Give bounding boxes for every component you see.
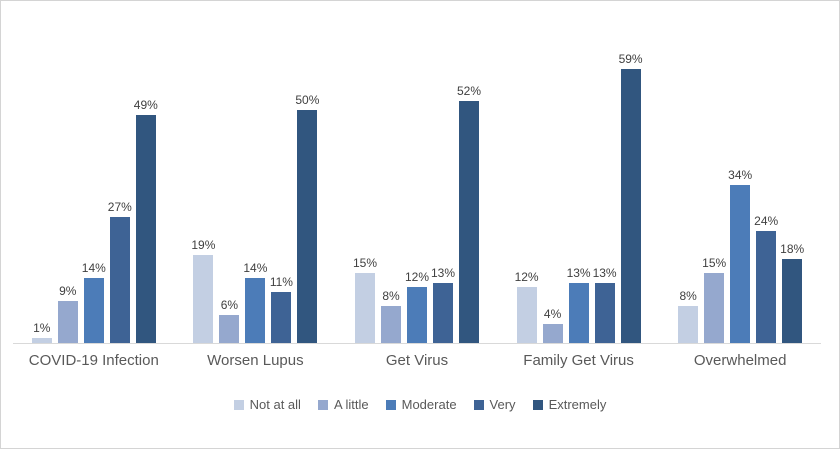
legend: Not at all A little Moderate Very Extremely bbox=[1, 397, 839, 412]
data-label: 52% bbox=[456, 84, 481, 98]
legend-swatch-icon bbox=[532, 399, 543, 410]
bar-very: 27% bbox=[108, 200, 132, 343]
data-label: 6% bbox=[220, 298, 239, 312]
bar-group: 8% 15% 34% 24% 18% bbox=[659, 1, 821, 343]
data-label: 18% bbox=[780, 242, 805, 256]
legend-label: Moderate bbox=[401, 397, 457, 412]
bar-group: 12% 4% 13% 13% 59% bbox=[498, 1, 660, 343]
bar-moderate: 13% bbox=[567, 266, 591, 343]
bar-extremely: 50% bbox=[295, 93, 319, 343]
bar-group: 1% 9% 14% 27% 49% bbox=[13, 1, 175, 343]
bar-moderate: 14% bbox=[82, 261, 106, 343]
data-label: 13% bbox=[566, 266, 591, 280]
data-label: 8% bbox=[679, 289, 697, 303]
bar-moderate: 34% bbox=[728, 168, 752, 343]
bar-not-at-all: 19% bbox=[191, 238, 215, 343]
legend-entry-a-little: A little bbox=[317, 397, 369, 412]
bar-a-little: 9% bbox=[57, 284, 78, 343]
bar-very: 11% bbox=[270, 275, 293, 343]
bar-not-at-all: 8% bbox=[678, 289, 699, 343]
legend-entry-extremely: Extremely bbox=[532, 397, 607, 412]
data-label: 14% bbox=[243, 261, 268, 275]
bar-not-at-all: 12% bbox=[515, 270, 539, 343]
bar-not-at-all: 15% bbox=[353, 256, 377, 343]
legend-entry-moderate: Moderate bbox=[385, 397, 457, 412]
bar-extremely: 59% bbox=[619, 52, 643, 343]
data-label: 4% bbox=[543, 307, 562, 321]
legend-swatch-icon bbox=[385, 399, 396, 410]
legend-swatch-icon bbox=[473, 399, 484, 410]
data-label: 19% bbox=[191, 238, 216, 252]
data-label: 34% bbox=[728, 168, 753, 182]
legend-swatch-icon bbox=[317, 399, 328, 410]
legend-label: Extremely bbox=[548, 397, 607, 412]
data-label: 50% bbox=[295, 93, 320, 107]
legend-label: A little bbox=[333, 397, 369, 412]
legend-entry-very: Very bbox=[473, 397, 516, 412]
category-label: Worsen Lupus bbox=[207, 352, 304, 369]
bar-extremely: 18% bbox=[780, 242, 804, 343]
data-label: 14% bbox=[81, 261, 106, 275]
legend-swatch-icon bbox=[233, 399, 244, 410]
category-label: Family Get Virus bbox=[523, 352, 634, 369]
category-axis: COVID-19 Infection Worsen Lupus Get Virus F… bbox=[13, 352, 821, 369]
bar-group: 19% 6% 14% 11% 50% bbox=[175, 1, 337, 343]
data-label: 13% bbox=[430, 266, 455, 280]
category-label: Overwhelmed bbox=[693, 352, 787, 369]
data-label: 9% bbox=[59, 284, 77, 298]
data-label: 12% bbox=[514, 270, 539, 284]
data-label: 12% bbox=[404, 270, 429, 284]
legend-label: Very bbox=[489, 397, 516, 412]
category-label: Get Virus bbox=[385, 352, 449, 369]
legend-label: Not at all bbox=[249, 397, 301, 412]
data-label: 15% bbox=[702, 256, 727, 270]
data-label: 24% bbox=[754, 214, 779, 228]
data-label: 59% bbox=[618, 52, 643, 66]
data-label: 27% bbox=[107, 200, 132, 214]
bar-a-little: 4% bbox=[542, 307, 563, 343]
data-label: 1% bbox=[33, 321, 51, 335]
bar-a-little: 15% bbox=[702, 256, 726, 343]
data-label: 13% bbox=[592, 266, 617, 280]
legend-entry-not-at-all: Not at all bbox=[233, 397, 301, 412]
x-axis-line bbox=[13, 343, 821, 344]
data-label: 11% bbox=[269, 275, 293, 289]
plot-area: 1% 9% 14% 27% 49% 19% 6% 14% 11% 50% 15% 8% 12% 13% 52… bbox=[13, 1, 821, 343]
bar-very: 13% bbox=[431, 266, 455, 343]
category-label: COVID-19 Infection bbox=[28, 352, 159, 369]
data-label: 49% bbox=[133, 98, 158, 112]
bar-a-little: 6% bbox=[219, 298, 240, 343]
bar-very: 24% bbox=[754, 214, 778, 343]
bar-very: 13% bbox=[593, 266, 617, 343]
bar-group: 15% 8% 12% 13% 52% bbox=[336, 1, 498, 343]
data-label: 8% bbox=[382, 289, 400, 303]
data-label: 15% bbox=[352, 256, 377, 270]
bar-extremely: 52% bbox=[457, 84, 481, 343]
bar-moderate: 14% bbox=[243, 261, 267, 343]
bar-moderate: 12% bbox=[405, 270, 429, 343]
bar-extremely: 49% bbox=[134, 98, 158, 343]
bar-a-little: 8% bbox=[380, 289, 401, 343]
bar-not-at-all: 1% bbox=[31, 321, 52, 343]
